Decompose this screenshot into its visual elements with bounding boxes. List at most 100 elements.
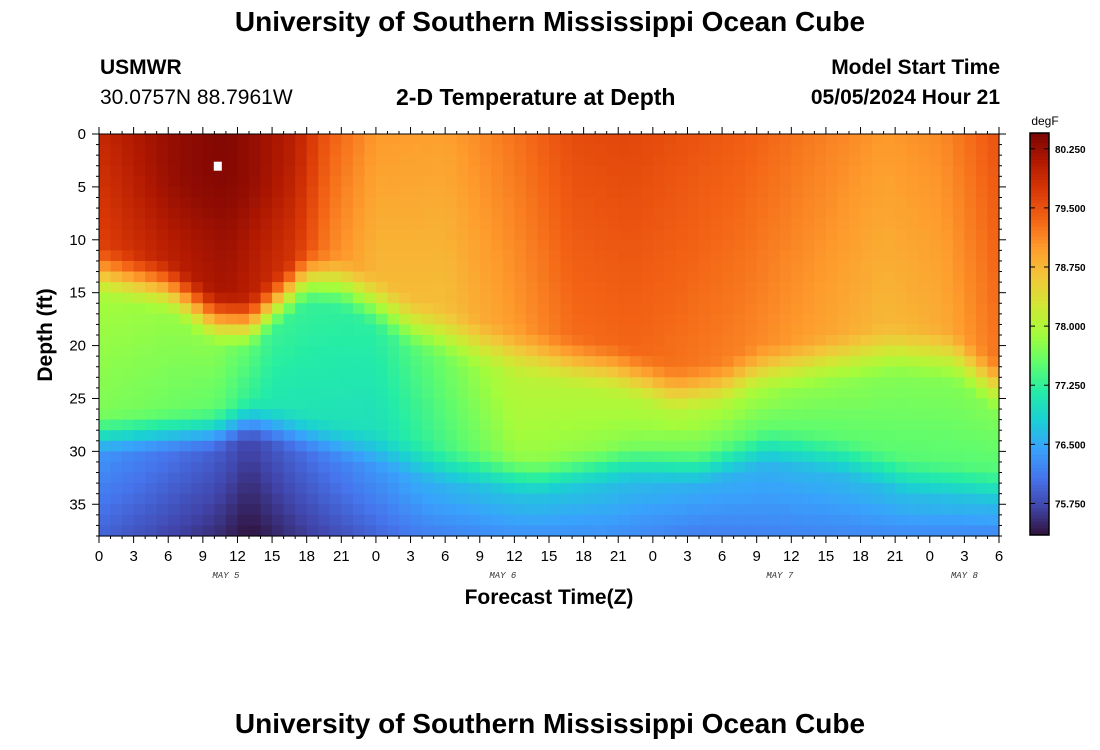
- heatmap-cell: [110, 387, 123, 400]
- heatmap-cell: [168, 176, 181, 188]
- heatmap-cell: [260, 260, 273, 273]
- heatmap-cell: [502, 483, 515, 495]
- heatmap-cell: [479, 197, 492, 209]
- heatmap-cell: [99, 218, 112, 230]
- heatmap-cell: [837, 313, 850, 326]
- heatmap-cell: [375, 356, 389, 368]
- heatmap-cell: [179, 461, 192, 474]
- heatmap-cell: [675, 218, 689, 230]
- heatmap-cell: [549, 398, 562, 410]
- heatmap-cell: [802, 324, 815, 336]
- heatmap-cell: [260, 398, 273, 410]
- heatmap-cell: [687, 483, 700, 495]
- heatmap-cell: [641, 144, 654, 156]
- heatmap-cell: [837, 155, 850, 167]
- heatmap-cell: [768, 313, 781, 326]
- heatmap-cell: [433, 345, 446, 357]
- heatmap-cell: [168, 461, 181, 474]
- heatmap-cell: [872, 208, 885, 220]
- heatmap-cell: [941, 398, 954, 410]
- heatmap-cell: [722, 377, 735, 389]
- colorbar-segment: [1030, 390, 1049, 395]
- heatmap-cell: [791, 303, 804, 315]
- heatmap-cell: [883, 483, 896, 495]
- heatmap-cell: [560, 260, 573, 273]
- heatmap-cell: [860, 292, 873, 304]
- heatmap-cell: [595, 377, 608, 389]
- heatmap-cell: [918, 239, 931, 251]
- heatmap-cell: [145, 239, 158, 251]
- heatmap-cell: [283, 387, 296, 400]
- heatmap-cell: [872, 366, 885, 378]
- heatmap-cell: [433, 525, 446, 537]
- heatmap-cell: [156, 186, 169, 199]
- heatmap-cell: [941, 155, 954, 167]
- heatmap-cell: [260, 387, 273, 400]
- heatmap-cell: [525, 398, 539, 410]
- heatmap-cell: [352, 419, 365, 431]
- colorbar-segment: [1030, 159, 1049, 164]
- heatmap-cell: [537, 366, 550, 378]
- heatmap-cell: [387, 282, 400, 294]
- heatmap-cell: [525, 144, 539, 156]
- heatmap-cell: [479, 440, 492, 452]
- heatmap-cell: [122, 313, 135, 326]
- heatmap-cell: [860, 504, 873, 516]
- heatmap-cell: [779, 345, 792, 357]
- heatmap-cell: [710, 208, 723, 220]
- heatmap-cell: [664, 398, 677, 410]
- heatmap-cell: [987, 282, 1000, 294]
- heatmap-cell: [929, 525, 942, 537]
- heatmap-cell: [710, 282, 723, 294]
- heatmap-cell: [929, 472, 942, 484]
- heatmap-cell: [514, 504, 527, 516]
- heatmap-cell: [260, 472, 273, 484]
- heatmap-cell: [202, 218, 215, 230]
- x-tick-label: 6: [718, 548, 726, 565]
- heatmap-cell: [456, 197, 469, 209]
- heatmap-cell: [652, 493, 665, 505]
- heatmap-cell: [352, 303, 365, 315]
- heatmap-cell: [110, 324, 123, 336]
- heatmap-cell: [445, 260, 458, 273]
- heatmap-cell: [560, 313, 573, 326]
- heatmap-cell: [652, 239, 665, 251]
- heatmap-cell: [410, 514, 423, 527]
- heatmap-cell: [572, 186, 585, 199]
- heatmap-cell: [202, 461, 215, 474]
- heatmap-cell: [352, 165, 365, 177]
- heatmap-cell: [952, 144, 965, 156]
- heatmap-cell: [202, 186, 215, 199]
- heatmap-cell: [168, 197, 181, 209]
- heatmap-cell: [987, 356, 1000, 368]
- heatmap-cell: [133, 186, 146, 199]
- heatmap-cell: [387, 271, 400, 283]
- heatmap-cell: [918, 313, 931, 326]
- heatmap-cell: [295, 292, 308, 304]
- heatmap-cell: [537, 218, 550, 230]
- heatmap-cell: [595, 313, 608, 326]
- y-tick-label: 15: [69, 285, 86, 302]
- heatmap-cell: [168, 239, 181, 251]
- colorbar-segment: [1030, 461, 1049, 466]
- heatmap-cell: [572, 282, 585, 294]
- heatmap-cell: [479, 303, 492, 315]
- colorbar-segment: [1030, 488, 1049, 492]
- heatmap-cell: [145, 461, 158, 474]
- heatmap-cell: [595, 356, 608, 368]
- heatmap-cell: [352, 525, 365, 537]
- heatmap-cell: [929, 335, 942, 347]
- heatmap-cell: [572, 271, 585, 283]
- heatmap-cell: [456, 387, 469, 400]
- heatmap-cell: [745, 335, 758, 347]
- heatmap-cell: [722, 165, 735, 177]
- heatmap-cell: [272, 176, 285, 188]
- heatmap-cell: [664, 176, 677, 188]
- heatmap-cell: [249, 345, 262, 357]
- heatmap-cell: [733, 218, 746, 230]
- colorbar-segment: [1030, 481, 1049, 486]
- colorbar-segment: [1030, 250, 1049, 255]
- heatmap-cell: [352, 483, 365, 495]
- heatmap-cell: [491, 398, 504, 410]
- heatmap-cell: [410, 504, 423, 516]
